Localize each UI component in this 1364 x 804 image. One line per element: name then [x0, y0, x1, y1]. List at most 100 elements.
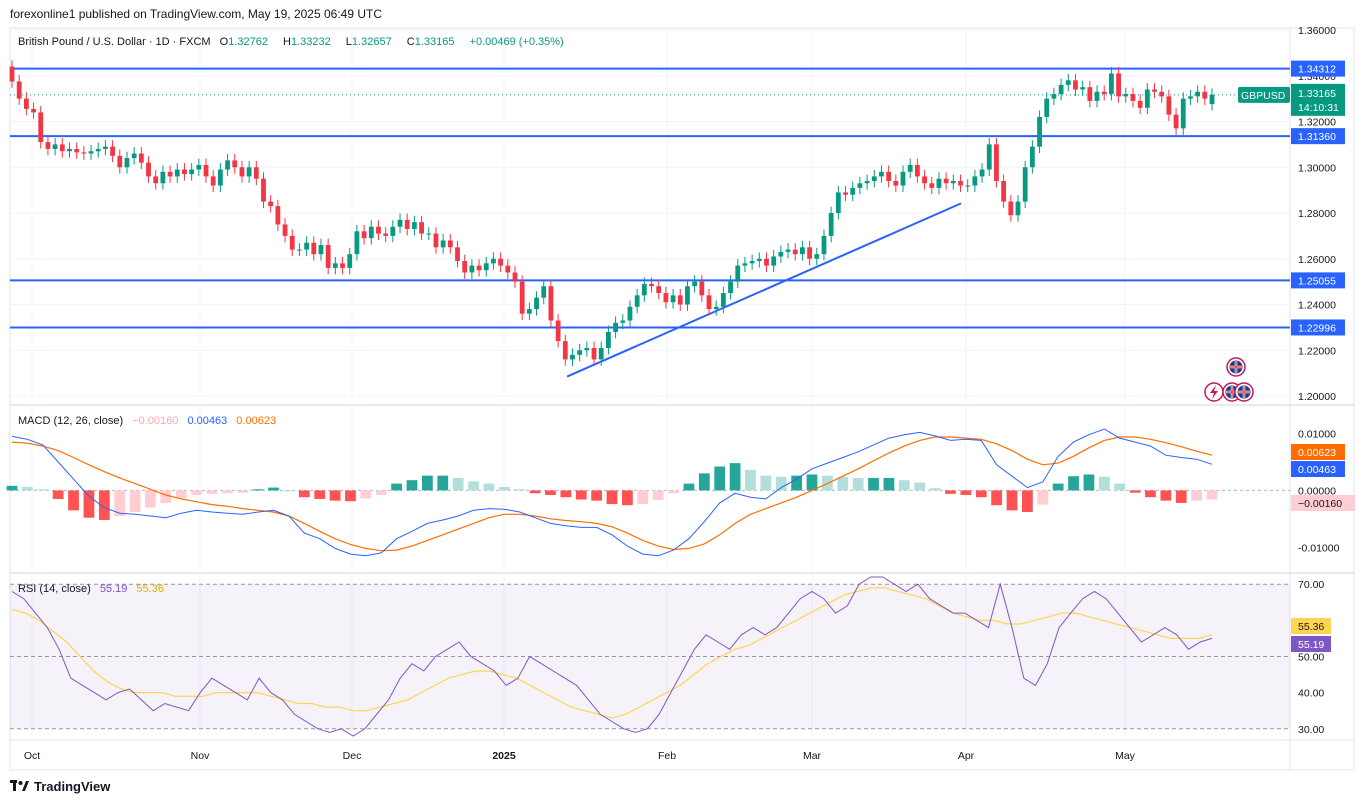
candle-body [821, 235, 827, 255]
candle-body [505, 265, 511, 273]
macd-line [11, 428, 1213, 557]
macd-histogram-bar [375, 490, 387, 495]
candle-body [929, 183, 935, 188]
macd-histogram-bar [452, 477, 464, 491]
candle-body [713, 306, 719, 310]
candle-body [189, 169, 195, 175]
candle-body [419, 222, 424, 234]
macd-histogram-bar [52, 490, 64, 499]
candle-body [1015, 201, 1021, 216]
candle-body [943, 178, 949, 184]
macd-histogram-bar [929, 488, 941, 491]
macd-histogram-bar [545, 490, 556, 495]
candle-body [95, 148, 101, 152]
macd-histogram-bar [406, 480, 418, 491]
candle-body [756, 258, 762, 262]
candle-body [368, 226, 374, 239]
macd-signal-tag-label: 0.00623 [1298, 447, 1336, 459]
candle-body [958, 180, 963, 186]
tradingview-brand[interactable]: TradingView [10, 779, 110, 794]
candle-body [1065, 80, 1071, 85]
candle-body [965, 185, 971, 187]
candle-body [433, 233, 439, 248]
candle-body [210, 176, 216, 186]
macd-histogram-bar [698, 473, 710, 491]
price-axis-label: 1.26000 [1298, 254, 1336, 266]
candle-body [620, 320, 626, 323]
candle-body [1087, 87, 1093, 101]
macd-histogram-bar [175, 490, 187, 499]
macd-histogram-bar [898, 480, 910, 491]
candle-body [1123, 94, 1129, 97]
candle-body [225, 160, 230, 170]
rsi-axis-label: 30.00 [1298, 724, 1324, 736]
tradingview-logo-icon [10, 780, 29, 791]
candle-body [800, 247, 805, 255]
candle-body [764, 258, 769, 266]
level-price-tag [1291, 272, 1345, 289]
candle-body [1188, 96, 1193, 99]
candle-body [1209, 94, 1215, 105]
candle-body [325, 245, 331, 268]
time-axis-label: Mar [803, 750, 822, 762]
candle-body [275, 206, 281, 225]
candle-body [828, 213, 834, 236]
macd-histogram-bar [1191, 490, 1202, 501]
macd-histogram-bar [760, 475, 772, 491]
candle-body [124, 158, 130, 168]
price-axis-label: 1.24000 [1298, 300, 1336, 312]
macd-histogram-bar [514, 489, 526, 491]
candle-body [570, 354, 575, 360]
macd-histogram-bar [914, 482, 926, 491]
macd-histogram-bar [483, 483, 495, 491]
time-axis-label: Feb [658, 750, 676, 762]
candle-body [879, 171, 884, 177]
candle-body [1058, 84, 1064, 95]
macd-histogram-bar [1160, 490, 1172, 501]
candle-body [1180, 98, 1186, 129]
rsi-tag [1291, 636, 1331, 652]
candle-body [167, 171, 173, 177]
macd-histogram-bar [960, 490, 972, 495]
candle-body [376, 226, 381, 234]
macd-signal-tag [1291, 444, 1345, 460]
macd-hist-value: −0.00160 [132, 415, 179, 427]
macd-histogram-bar [1006, 490, 1018, 511]
candle-body [627, 306, 633, 321]
rsi-axis-label: 50.00 [1298, 652, 1324, 664]
macd-axis-label: 0.01000 [1298, 429, 1336, 441]
macd-histogram-bar [329, 490, 341, 501]
candle-body [699, 281, 705, 296]
candle-body [289, 235, 295, 250]
macd-histogram-bar [252, 489, 264, 491]
price-axis-label: 1.20000 [1298, 391, 1336, 403]
candle-body [1109, 73, 1114, 95]
candle-body [807, 247, 813, 259]
candle-body [649, 283, 654, 287]
macd-histogram-bar [145, 490, 156, 508]
candle-body [1101, 91, 1107, 95]
candle-body [670, 295, 676, 303]
candle-body [304, 242, 310, 250]
candle-body [59, 144, 65, 152]
macd-histogram-bar [775, 476, 787, 491]
candle-body [994, 144, 999, 181]
candle-body [534, 297, 539, 310]
macd-signal-value: 0.00623 [236, 415, 277, 427]
macd-hist-tag [1291, 495, 1355, 511]
candle-body [440, 240, 446, 248]
candle-body [1008, 201, 1014, 216]
macd-histogram-bar [98, 490, 110, 520]
macd-line-tag-label: 0.00463 [1298, 464, 1336, 476]
price-axis-label: 1.22000 [1298, 345, 1336, 357]
candle-body [261, 178, 266, 202]
macd-histogram-bar [806, 474, 818, 491]
candle-body [411, 222, 417, 230]
candle-body [541, 286, 547, 298]
macd-histogram-bar [360, 490, 372, 499]
candle-body [771, 256, 777, 266]
level-price-label: 1.25055 [1298, 275, 1336, 287]
macd-histogram-bar [945, 490, 956, 494]
candle-body [16, 81, 22, 99]
